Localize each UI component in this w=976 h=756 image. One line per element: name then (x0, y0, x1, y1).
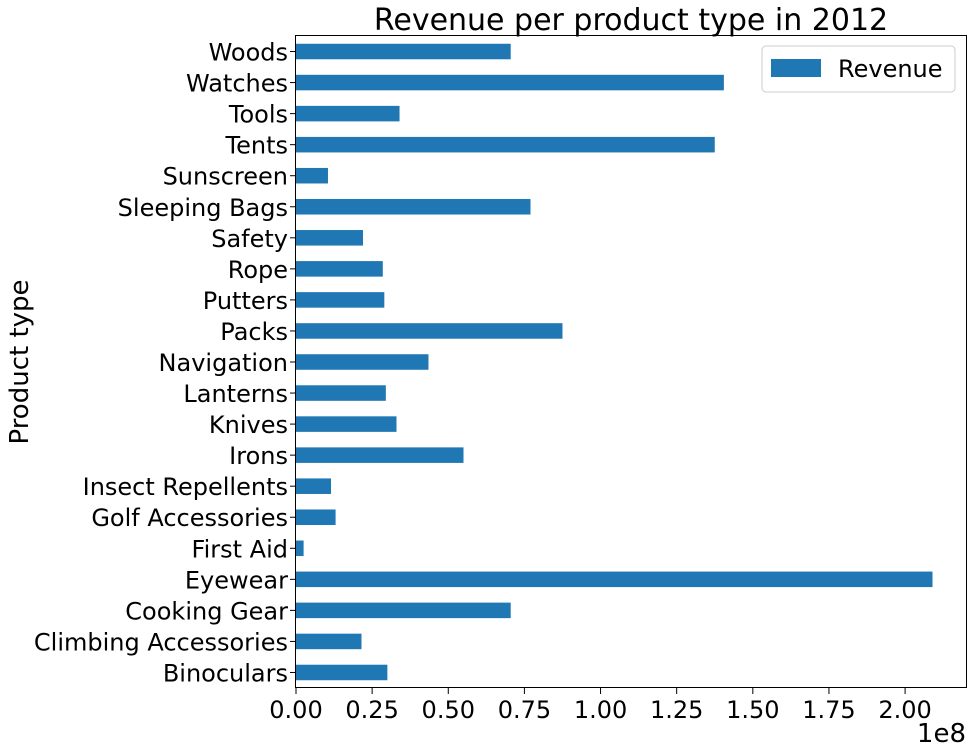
y-tick-label: Woods (209, 39, 288, 67)
bar-insect-repellents (296, 478, 332, 494)
bar-lanterns (296, 385, 386, 401)
bar-tools (296, 105, 400, 122)
axes-frame (295, 35, 967, 688)
chart-title: Revenue per product type in 2012 (374, 3, 888, 38)
y-tick-label: Putters (203, 287, 288, 315)
x-tick-label: 1.25 (650, 696, 703, 724)
x-tick-label: 1.75 (802, 696, 855, 724)
bar-watches (296, 74, 724, 91)
x-tick-label: 0.00 (269, 696, 322, 724)
x-tick-label: 1.50 (726, 696, 779, 724)
y-tick-label: Irons (229, 442, 288, 470)
x-tick-label: 2.00 (878, 696, 931, 724)
y-tick-label: Sunscreen (163, 163, 288, 191)
y-tick-label: Rope (228, 256, 288, 284)
x-tick-label: 0.50 (422, 696, 475, 724)
bar-safety (296, 230, 363, 246)
y-tick-label: Sleeping Bags (118, 194, 288, 222)
bar-golf-accessories (296, 509, 336, 525)
bar-irons (296, 447, 464, 463)
bar-knives (296, 416, 397, 432)
bar-tents (296, 136, 715, 153)
bar-binoculars (296, 664, 388, 681)
y-tick-label: Climbing Accessories (34, 628, 288, 656)
bar-putters (296, 292, 385, 308)
y-tick-label: Tents (225, 132, 288, 160)
y-tick-label: Watches (186, 70, 288, 98)
bar-navigation (296, 354, 429, 370)
bar-sunscreen (296, 167, 328, 184)
bar-rope (296, 261, 383, 277)
y-tick-label: First Aid (192, 535, 288, 563)
bar-climbing-accessories (296, 633, 362, 650)
y-tick-label: Safety (211, 225, 288, 253)
bar-woods (296, 43, 511, 60)
x-tick-label: 0.25 (345, 696, 398, 724)
y-tick-label: Knives (209, 411, 288, 439)
y-tick-label: Cooking Gear (125, 597, 288, 625)
bar-packs (296, 323, 563, 339)
x-axis-offset-label: 1e8 (917, 719, 966, 749)
y-tick-label: Insect Repellents (83, 473, 288, 501)
legend: Revenue (761, 45, 956, 93)
x-tick-label: 0.75 (498, 696, 551, 724)
bar-eyewear (296, 571, 933, 588)
y-tick-label: Eyewear (185, 566, 288, 594)
y-tick-label: Tools (228, 101, 288, 129)
y-tick-label: Packs (220, 318, 288, 346)
legend-label: Revenue (838, 55, 943, 83)
legend-box (761, 45, 956, 93)
bars-group (296, 43, 933, 681)
bar-first-aid (296, 540, 304, 557)
x-axis-ticks: 0.00 0.25 0.50 0.75 1.00 1.25 1.50 1.75 2.00 (269, 688, 932, 724)
bar-sleeping-bags (296, 199, 531, 215)
y-tick-label: Binoculars (163, 659, 288, 687)
x-tick-label: 1.00 (574, 696, 627, 724)
bar-cooking-gear (296, 602, 511, 619)
y-tick-label: Golf Accessories (91, 504, 288, 532)
legend-swatch (771, 59, 821, 77)
y-axis-ticks: Binoculars Climbing Accessories Cooking Ge… (34, 39, 296, 687)
y-axis-label: Product type (5, 279, 35, 444)
y-tick-label: Lanterns (183, 380, 288, 408)
y-tick-label: Navigation (159, 349, 288, 377)
